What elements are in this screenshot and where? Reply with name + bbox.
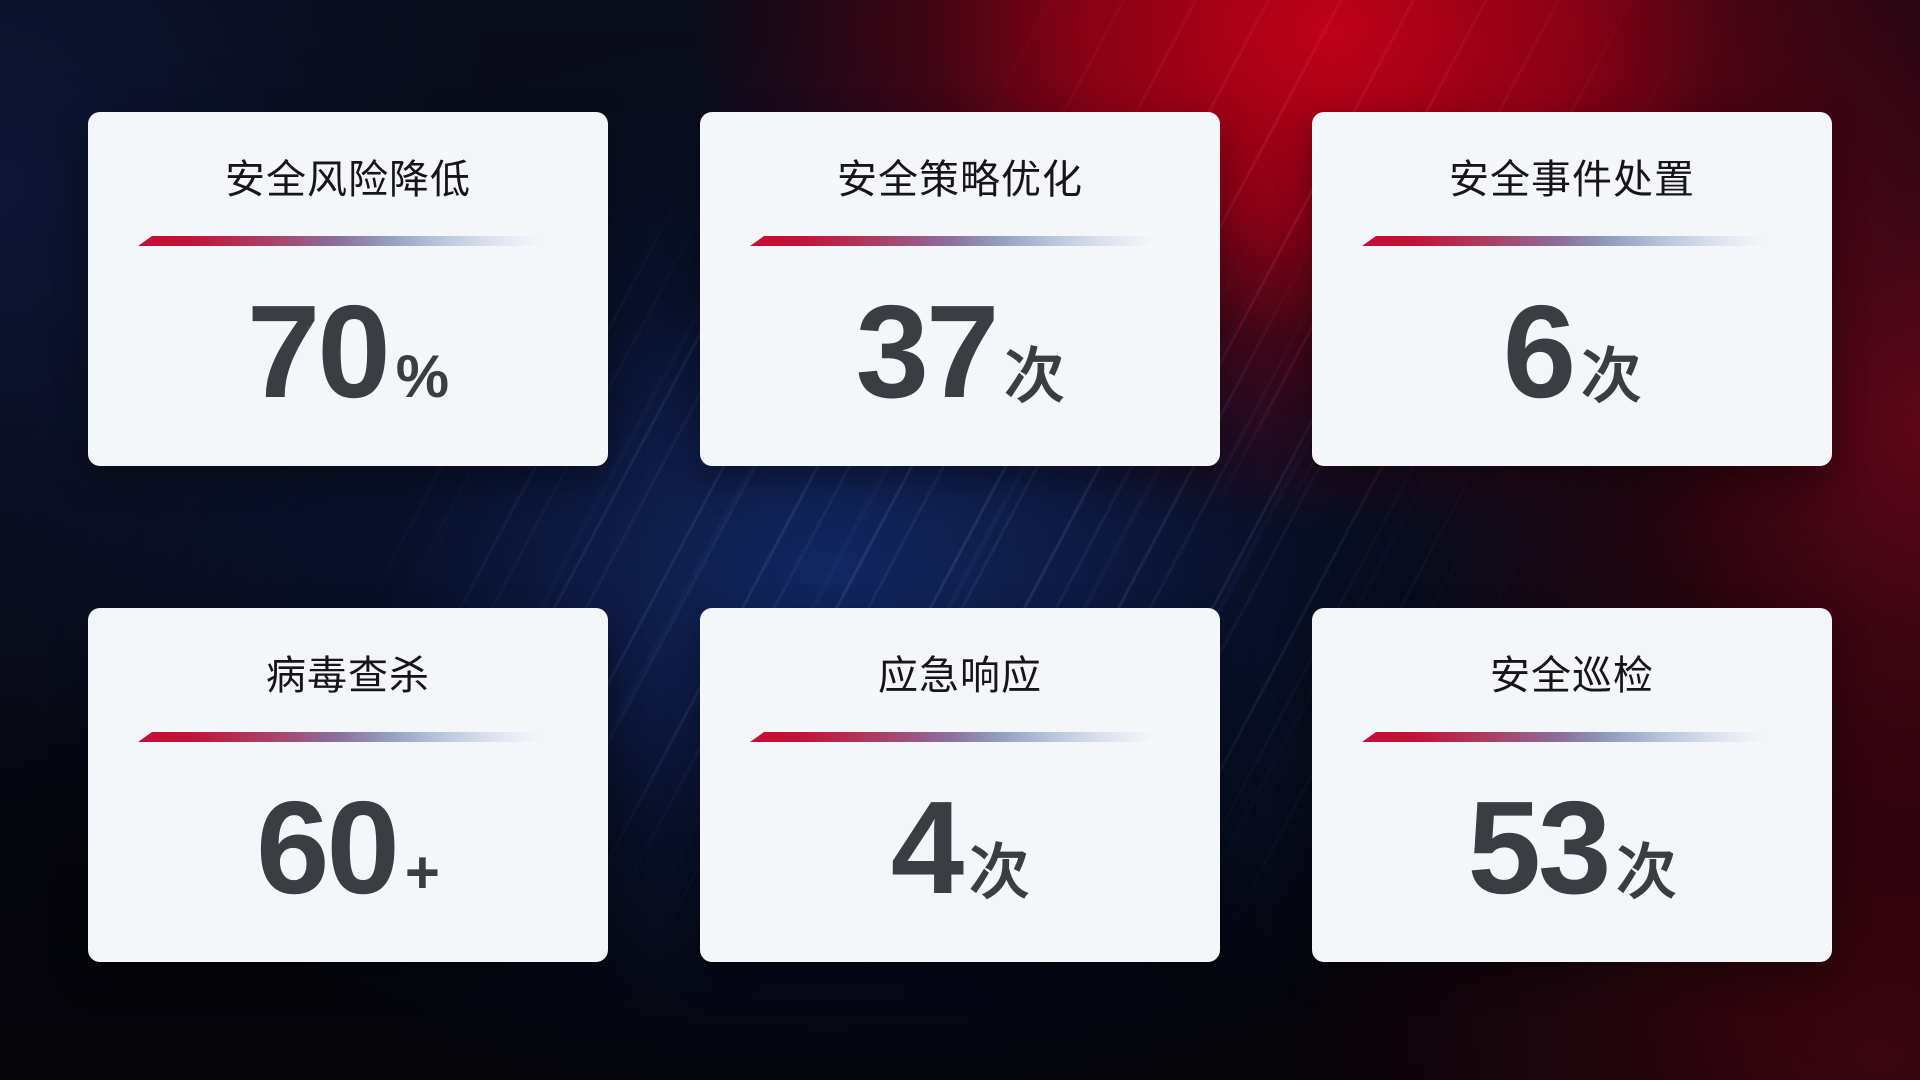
gradient-divider	[138, 236, 558, 246]
card-title: 病毒查杀	[266, 654, 430, 698]
stat-unit: +	[404, 839, 440, 906]
card-security-inspection: 安全巡检 53 次	[1312, 608, 1832, 962]
stat-value-row: 6 次	[1503, 286, 1641, 418]
card-virus-scan: 病毒查杀 60 +	[88, 608, 608, 962]
stat-cards-grid: 安全风险降低 70 % 安全策略优化 37 次 安全事件处置 6 次 病毒查杀 …	[88, 112, 1832, 962]
card-security-policy-optimization: 安全策略优化 37 次	[700, 112, 1220, 466]
stat-unit: 次	[1616, 839, 1677, 906]
stat-value: 6	[1502, 278, 1576, 425]
stat-value-row: 60 +	[256, 782, 440, 914]
stat-value-row: 4 次	[891, 782, 1029, 914]
card-title: 安全策略优化	[837, 158, 1083, 202]
stat-value-row: 70 %	[247, 286, 449, 418]
stat-unit: 次	[1581, 343, 1642, 410]
stat-value-row: 37 次	[856, 286, 1065, 418]
gradient-divider	[750, 732, 1170, 742]
stat-value: 53	[1467, 774, 1612, 921]
card-security-risk-reduction: 安全风险降低 70 %	[88, 112, 608, 466]
stat-value: 4	[890, 774, 964, 921]
card-emergency-response: 应急响应 4 次	[700, 608, 1220, 962]
stat-value: 37	[855, 278, 1000, 425]
card-title: 应急响应	[878, 654, 1042, 698]
stat-unit: 次	[969, 839, 1030, 906]
stat-value: 60	[256, 774, 400, 921]
gradient-divider	[1362, 236, 1782, 246]
card-title: 安全事件处置	[1449, 158, 1695, 202]
card-title: 安全巡检	[1490, 654, 1654, 698]
stat-value: 70	[246, 278, 391, 425]
gradient-divider	[138, 732, 558, 742]
gradient-divider	[1362, 732, 1782, 742]
stat-value-row: 53 次	[1468, 782, 1677, 914]
card-security-incident-handling: 安全事件处置 6 次	[1312, 112, 1832, 466]
gradient-divider	[750, 236, 1170, 246]
stat-unit: 次	[1004, 343, 1065, 410]
stat-unit: %	[395, 343, 450, 410]
card-title: 安全风险降低	[225, 158, 471, 202]
